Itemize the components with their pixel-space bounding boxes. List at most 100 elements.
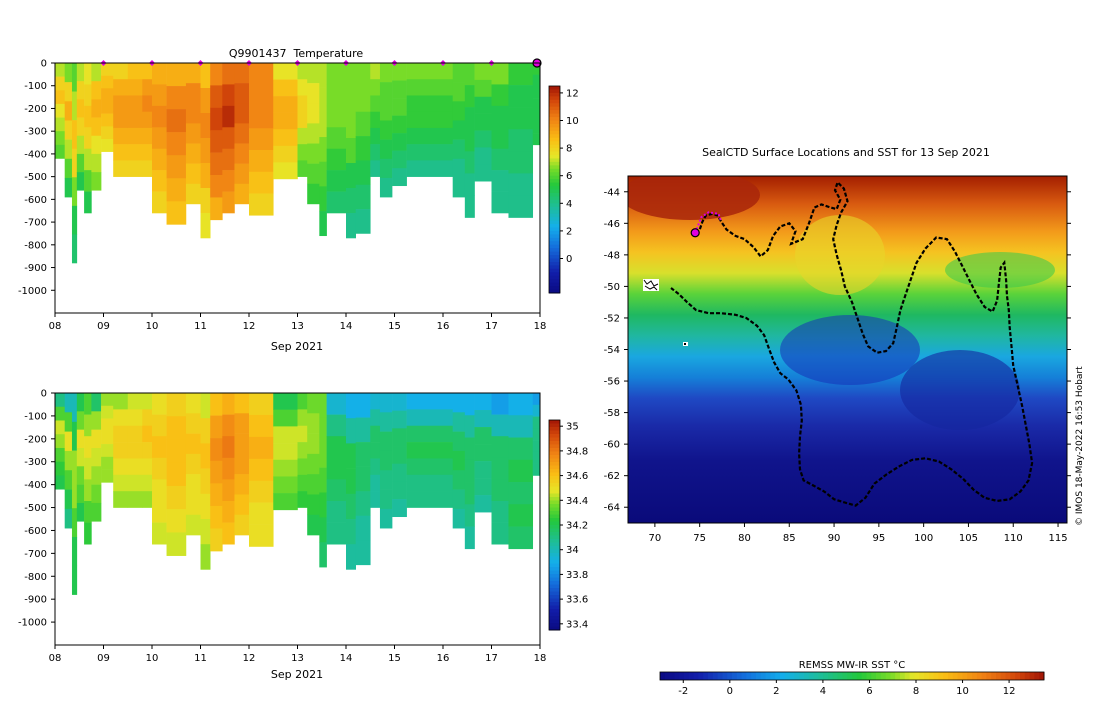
y-tick-label: -900 (24, 595, 47, 606)
profile-cell (64, 450, 73, 471)
profile-cell (142, 409, 153, 427)
colorbar-swatch (549, 286, 560, 291)
profile-cell (200, 88, 211, 114)
colorbar-swatch (549, 251, 560, 256)
profile-cell (84, 501, 92, 523)
colorbar-swatch (549, 444, 560, 449)
colorbar-swatch (549, 148, 560, 153)
colorbar-swatch (885, 672, 891, 680)
colorbar-swatch (549, 86, 560, 90)
profile-cell (346, 163, 356, 189)
profile-cell (55, 90, 65, 105)
y-tick-label: -500 (24, 503, 47, 514)
profile-cell (379, 177, 393, 198)
colorbar-swatch (938, 672, 944, 680)
profile-cell (355, 184, 371, 210)
profile-cell (127, 393, 143, 410)
profile-cell (474, 478, 492, 496)
profile-cell (76, 63, 85, 82)
colorbar-swatch (549, 465, 560, 470)
colorbar-swatch (780, 672, 786, 680)
lat-tick-label: -62 (604, 471, 620, 482)
profile-cell (326, 84, 347, 107)
profile-cell (307, 453, 320, 475)
profile-cell (273, 162, 298, 180)
profile-cell (200, 393, 211, 419)
warm-pool-northwest (628, 176, 760, 220)
profile-cell (234, 413, 250, 434)
y-tick-label: 0 (41, 389, 47, 400)
profile-cell (222, 522, 235, 545)
profile-cell (392, 481, 407, 500)
colorbar-swatch (549, 99, 560, 104)
x-tick-label: 09 (97, 321, 110, 332)
profile-cell (142, 458, 153, 476)
colorbar-swatch (832, 672, 839, 680)
colorbar-swatch (967, 672, 973, 680)
profile-cell (210, 505, 223, 529)
profile-cell (379, 508, 393, 529)
profile-cell (200, 188, 211, 214)
profile-cell (508, 173, 534, 196)
profile-cell (464, 151, 475, 174)
island-heard (683, 342, 688, 346)
profile-cell (491, 501, 509, 523)
profile-cell (101, 63, 114, 76)
profile-cell (152, 436, 167, 459)
colorbar-swatch (549, 234, 560, 239)
profile-cell (319, 417, 327, 444)
colorbar-tick-label: 0 (566, 254, 572, 265)
profile-cell (355, 491, 371, 517)
colorbar-swatch (991, 672, 997, 680)
colorbar-swatch (549, 279, 560, 284)
y-tick-label: -700 (24, 218, 47, 229)
profile-cell (101, 469, 114, 483)
profile-cell (64, 489, 73, 510)
profile-cell (200, 163, 211, 189)
profile-cell (326, 191, 347, 214)
profile-cell (307, 63, 320, 84)
colorbar-tick-label: 34.6 (566, 471, 588, 482)
colorbar-swatch (933, 672, 939, 680)
profile-cell (210, 130, 223, 153)
profile-cell (452, 120, 466, 140)
profile-cell (491, 522, 509, 545)
colorbar-swatch (549, 420, 560, 424)
profile-cell (64, 393, 73, 413)
profile-cell (101, 444, 114, 458)
profile-cell (113, 160, 129, 177)
profile-cell (406, 95, 453, 113)
profile-cell (326, 105, 347, 128)
lon-tick-label: 110 (1004, 533, 1023, 544)
profile-cell (55, 475, 65, 490)
colorbar-tick-label: 6 (866, 686, 872, 697)
profile-cell (307, 143, 320, 164)
profile-cell (152, 522, 167, 545)
profile-cell (452, 139, 466, 160)
colorbar-swatch (736, 672, 743, 680)
profile-cell (142, 442, 153, 459)
profile-cell (532, 451, 541, 464)
colorbar-swatch (765, 672, 771, 680)
colorbar-swatch (549, 220, 560, 225)
profile-cell (91, 63, 102, 82)
profile-cell (464, 85, 475, 108)
lat-tick-label: -60 (604, 440, 620, 451)
x-tick-label: 17 (485, 653, 498, 664)
profile-cell (464, 129, 475, 152)
profile-cell (152, 393, 167, 415)
profile-cell (491, 170, 509, 192)
profile-cell (234, 433, 250, 455)
profile-cell (532, 98, 541, 111)
profile-cell (508, 393, 534, 416)
profile-cell (297, 425, 308, 443)
colorbar-swatch (1005, 672, 1011, 680)
profile-cell (127, 111, 143, 129)
profile-cell (273, 426, 298, 444)
profile-cell (101, 113, 114, 127)
profile-cell (152, 105, 167, 128)
colorbar-swatch (549, 458, 560, 463)
profile-cell (222, 457, 235, 480)
colorbar-swatch (549, 493, 560, 498)
colorbar-swatch (549, 265, 560, 270)
